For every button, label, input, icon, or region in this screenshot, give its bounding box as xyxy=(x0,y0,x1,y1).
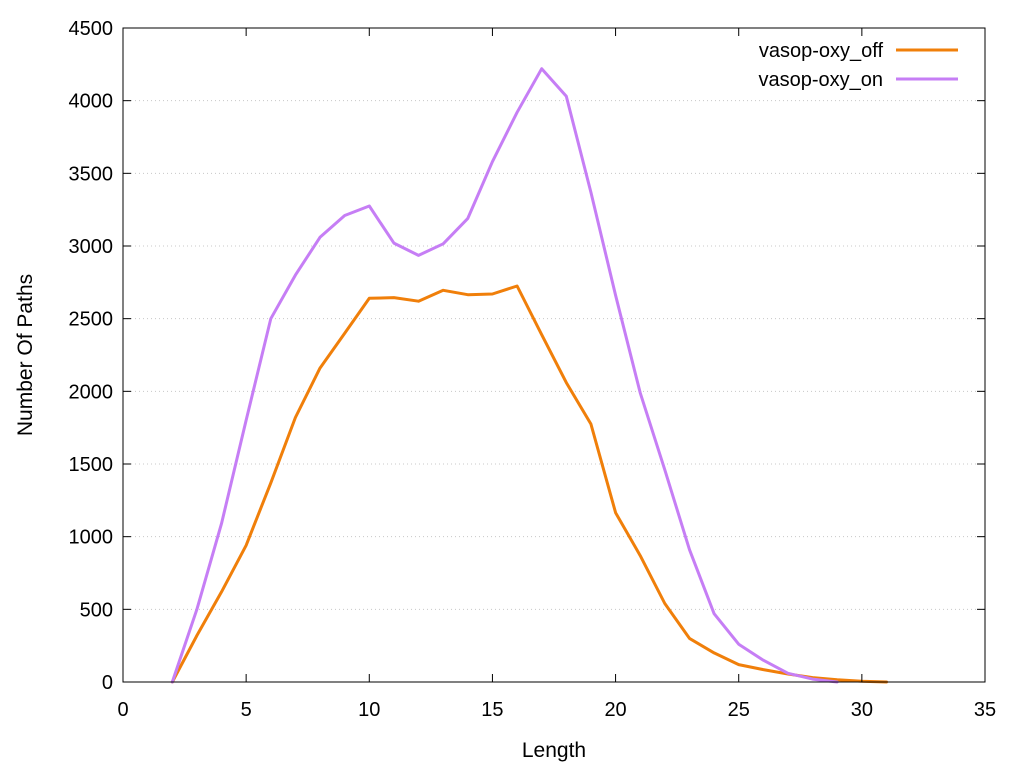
legend: vasop-oxy_off vasop-oxy_on xyxy=(758,40,958,91)
x-tick-label: 15 xyxy=(481,699,503,721)
legend-label-vasop-oxy_on: vasop-oxy_on xyxy=(758,69,883,91)
plot-frame xyxy=(122,27,986,683)
y-tick-label: 3500 xyxy=(69,163,114,185)
x-tick-label: 10 xyxy=(358,699,380,721)
y-tick-label: 2000 xyxy=(69,381,114,403)
y-tick-label: 4500 xyxy=(69,18,114,40)
x-tick-label: 5 xyxy=(241,699,252,721)
y-tick-label: 1000 xyxy=(69,527,114,549)
y-tick-label: 4000 xyxy=(69,91,114,113)
x-tick-label: 20 xyxy=(604,699,626,721)
x-axis-title: Length xyxy=(522,739,586,762)
legend-label-vasop-oxy_off: vasop-oxy_off xyxy=(759,40,884,62)
y-axis-title: Number Of Paths xyxy=(14,274,37,436)
series-line-vasop-oxy_on xyxy=(170,67,839,684)
axis-ticks: 0 500 1000 1500 2000 2500 3000 3500 4000 4500 0 5 10… xyxy=(69,18,997,721)
series-lines xyxy=(170,67,888,684)
x-tick-label: 30 xyxy=(851,699,873,721)
series-line-vasop-oxy_off xyxy=(170,284,888,684)
x-tick-label: 35 xyxy=(974,699,996,721)
y-tick-label: 3000 xyxy=(69,236,114,258)
x-tick-label: 0 xyxy=(117,699,128,721)
y-tick-label: 2500 xyxy=(69,309,114,331)
x-tick-label: 25 xyxy=(728,699,750,721)
y-tick-label: 1500 xyxy=(69,454,114,476)
y-tick-label: 500 xyxy=(80,599,113,621)
y-tick-label: 0 xyxy=(102,672,113,694)
